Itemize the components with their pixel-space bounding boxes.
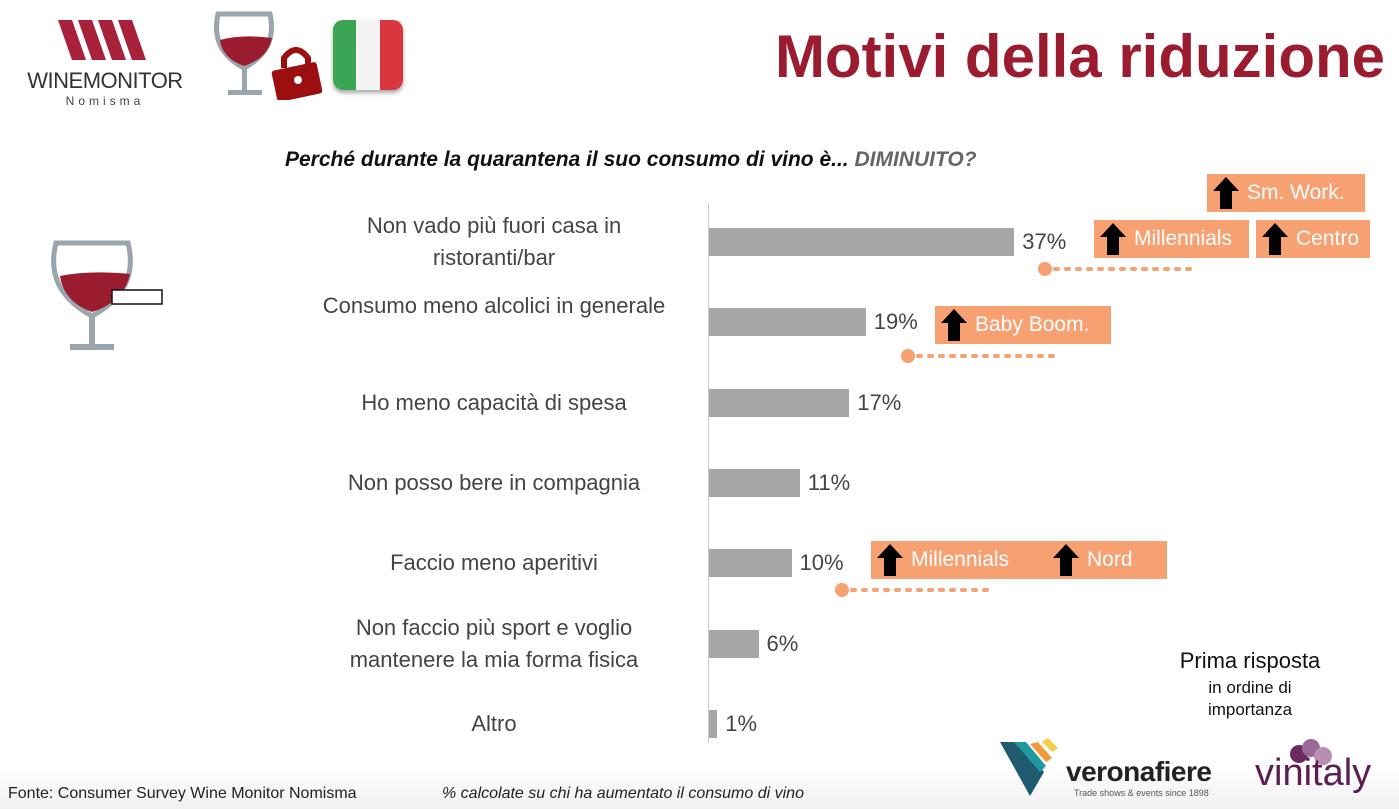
- italy-flag-icon: [333, 20, 403, 90]
- value-label: 19%: [873, 309, 918, 335]
- segment-tag: Millennials: [871, 541, 1047, 579]
- question-text: Perché durante la quarantena il suo cons…: [285, 148, 849, 171]
- arrow-up-icon: [1100, 223, 1126, 255]
- side-note-line3: importanza: [1207, 700, 1293, 719]
- segment-tag-label: Nord: [1087, 548, 1133, 571]
- arrow-up-icon: [1053, 544, 1079, 576]
- segment-tag: Millennials: [1094, 220, 1249, 258]
- category-label: Non faccio più sport e voglio mantenere …: [349, 614, 639, 672]
- value-label: 6%: [766, 630, 799, 656]
- wine-glass-icon: [51, 240, 163, 350]
- dotted-connector: [1038, 262, 1197, 276]
- segment-tag-label: Centro: [1296, 227, 1360, 250]
- bar: [709, 388, 850, 417]
- source-note: Fonte: Consumer Survey Wine Monitor Nomi…: [8, 785, 357, 802]
- wine-monitor-logo: WINEMONITOR Nomisma: [20, 18, 190, 108]
- percentage-note: % calcolate su chi ha aumentato il consu…: [442, 785, 804, 802]
- side-note-line2: in ordine di: [1208, 678, 1292, 697]
- arrow-up-icon: [877, 544, 903, 576]
- value-label: 11%: [807, 469, 851, 495]
- veronafiere-text: veronafiere: [1066, 756, 1212, 787]
- segment-tag-label: Baby Boom.: [975, 313, 1090, 336]
- category-label: Non vado più fuori casa in ristoranti/ba…: [366, 213, 622, 270]
- page-title: Motivi della riduzione: [774, 23, 1385, 90]
- bar: [709, 228, 1015, 256]
- chart-axis: [708, 203, 709, 743]
- value-label: 37%: [1022, 229, 1067, 254]
- segment-tag: Centro: [1256, 220, 1370, 258]
- dotted-connector: [835, 583, 992, 597]
- category-label: Ho meno capacità di spesa: [361, 389, 627, 415]
- category-label: Altro: [471, 710, 517, 736]
- bar: [709, 629, 759, 658]
- arrow-up-icon: [941, 309, 967, 341]
- value-label: 10%: [799, 550, 844, 576]
- category-label: Non posso bere in compagnia: [347, 469, 641, 495]
- veronafiere-tagline: Trade shows & events since 1898: [1074, 788, 1209, 798]
- category-label: Consumo meno alcolici in generale: [322, 293, 666, 319]
- arrow-up-icon: [1213, 177, 1239, 209]
- vinitaly-text: vinitaly: [1255, 752, 1372, 794]
- segment-tag-label: Millennials: [1134, 227, 1233, 250]
- question-emphasis: DIMINUITO?: [854, 148, 977, 171]
- segment-tag: Sm. Work.: [1207, 174, 1365, 212]
- side-note: Prima risposta in ordine di importanza: [1150, 648, 1350, 720]
- category-label: Faccio meno aperitivi: [390, 550, 598, 576]
- bar: [709, 468, 800, 497]
- bar: [709, 308, 866, 337]
- segment-tag: Nord: [1047, 541, 1167, 579]
- veronafiere-logo: veronafiere Trade shows & events since 1…: [1000, 738, 1240, 798]
- value-label: 1%: [725, 710, 758, 736]
- side-note-title: Prima risposta: [1179, 648, 1321, 673]
- logo-main-text: WINEMONITOR: [27, 68, 183, 93]
- footer-band: [0, 765, 1399, 809]
- bar: [709, 549, 792, 578]
- segment-tag: Baby Boom.: [935, 306, 1111, 344]
- segment-tag-label: Sm. Work.: [1247, 181, 1345, 204]
- bar: [709, 709, 718, 738]
- dotted-connector: [901, 349, 1060, 363]
- logo-sub-text: Nomisma: [65, 94, 145, 108]
- segment-tag-label: Millennials: [911, 548, 1010, 571]
- vinitaly-logo: vinitaly: [1255, 738, 1395, 798]
- value-label: 17%: [857, 389, 902, 415]
- arrow-up-icon: [1262, 223, 1288, 255]
- wine-glass-lock-icon: [214, 11, 323, 100]
- chart-question: Perché durante la quarantena il suo cons…: [285, 148, 977, 172]
